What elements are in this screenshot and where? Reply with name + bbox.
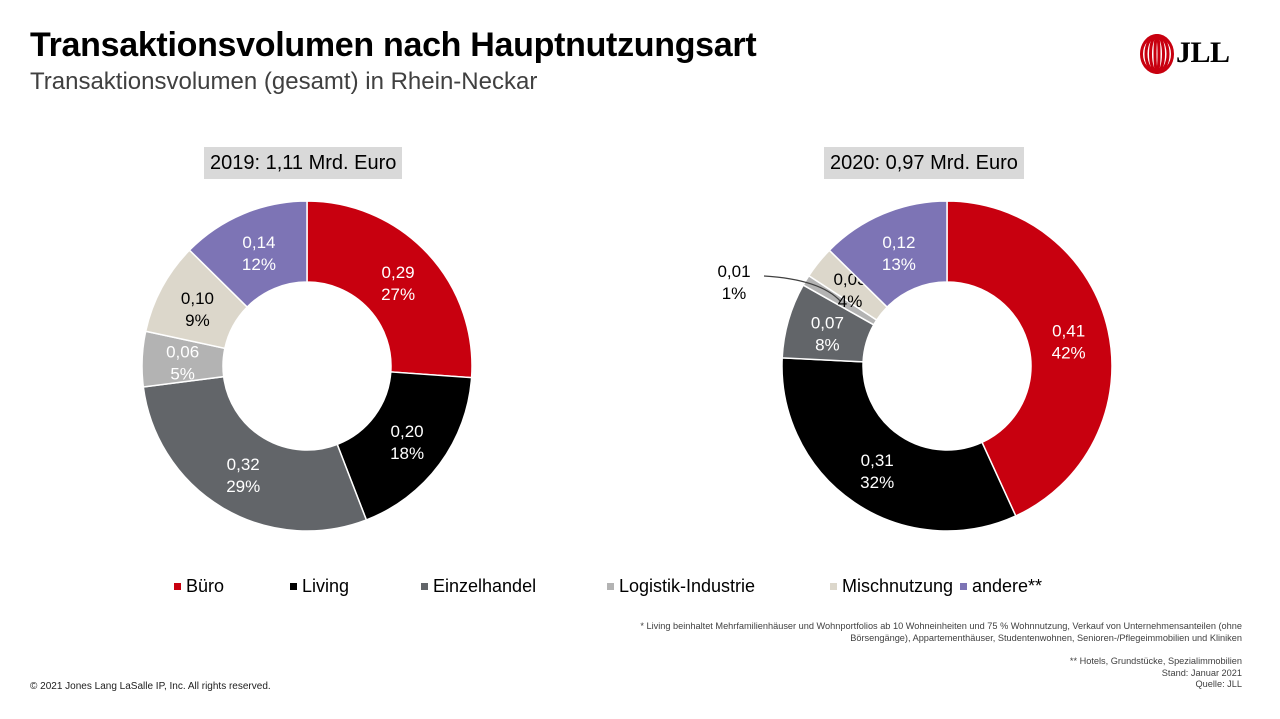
chart-2020-value-label-buero: 0,41: [1052, 321, 1085, 340]
legend-item-buero: Büro: [174, 576, 224, 597]
jll-logo-text: JLL: [1176, 36, 1230, 69]
chart-2019-percent-label-logistik-industrie: 5%: [170, 365, 195, 384]
footnote-living: * Living beinhaltet Mehrfamilienhäuser u…: [640, 621, 1242, 644]
legend-item-mischnutzung: Mischnutzung: [830, 576, 953, 597]
chart-2020-percent-label-einzelhandel: 8%: [815, 335, 840, 354]
chart-2019-percent-label-einzelhandel: 29%: [226, 477, 260, 496]
legend-item-logistik-industrie: Logistik-Industrie: [607, 576, 755, 597]
footnote-stand: Stand: Januar 2021: [1161, 667, 1242, 678]
chart-2019-value-label-buero: 0,29: [382, 263, 415, 282]
chart-2019-slice-buero: [306, 200, 473, 379]
chart-2019-value-label-living: 0,20: [391, 422, 424, 441]
footnote-living-line2: Börsengänge), Appartementhäuser, Student…: [850, 632, 1242, 643]
page-title: Transaktionsvolumen nach Hauptnutzungsar…: [30, 26, 757, 64]
footnote-quelle: Quelle: JLL: [1195, 679, 1242, 689]
legend-swatch-living: [290, 583, 297, 590]
chart-2019-title: 2019: 1,11 Mrd. Euro: [204, 147, 403, 179]
chart-2020-value-label-living: 0,31: [861, 451, 894, 470]
legend-label-mischnutzung: Mischnutzung: [842, 576, 954, 596]
footnote-other: ** Hotels, Grundstücke, Spezialimmobilie…: [1069, 656, 1242, 666]
legend-swatch-andere: [960, 583, 967, 590]
chart-2020-percent-label-buero: 42%: [1052, 343, 1086, 362]
legend-label-buero: Büro: [186, 576, 225, 596]
chart-2020-percent-label-andere: 13%: [882, 255, 916, 274]
chart-2020-title: 2020: 0,97 Mrd. Euro: [824, 147, 1024, 179]
chart-2019-percent-label-mischnutzung: 9%: [185, 311, 210, 330]
legend-item-andere: andere**: [960, 576, 1042, 597]
chart-2019-percent-label-living: 18%: [390, 444, 424, 463]
chart-2020-value-label-einzelhandel: 0,07: [811, 313, 844, 332]
legend-label-einzelhandel: Einzelhandel: [433, 576, 537, 596]
chart-2019-value-label-mischnutzung: 0,10: [181, 289, 214, 308]
footnote-sources: ** Hotels, Grundstücke, Spezialimmobilie…: [1070, 656, 1242, 691]
chart-2019-percent-label-andere: 12%: [242, 255, 276, 274]
chart-2020-slice-andere: [828, 200, 948, 309]
legend-swatch-mischnutzung: [830, 583, 837, 590]
jll-logo-mark-icon: [1140, 34, 1174, 74]
page-subtitle: Transaktionsvolumen (gesamt) in Rhein-Ne…: [30, 68, 538, 95]
chart-2020-slice-living: [781, 357, 1017, 532]
chart-2019-slice-living: [336, 371, 473, 521]
chart-2019-value-label-andere: 0,14: [242, 233, 275, 252]
chart-2020-value-label-logistik-industrie: 0,01: [717, 262, 750, 281]
chart-2020-percent-label-mischnutzung: 4%: [838, 292, 863, 311]
chart-2020-percent-label-living: 32%: [860, 473, 894, 492]
chart-2020-value-label-andere: 0,12: [882, 233, 915, 252]
chart-legend: Büro Living Einzelhandel Logistik-Industrie…: [0, 576, 1280, 604]
copyright-notice: © 2021 Jones Lang LaSalle IP, Inc. All r…: [30, 681, 271, 692]
legend-label-andere: andere**: [972, 576, 1043, 596]
legend-label-logistik-industrie: Logistik-Industrie: [619, 576, 756, 596]
legend-item-einzelhandel: Einzelhandel: [421, 576, 536, 597]
legend-swatch-buero: [174, 583, 181, 590]
legend-item-living: Living: [290, 576, 349, 597]
chart-2019-value-label-logistik-industrie: 0,06: [166, 343, 199, 362]
jll-logo: JLL: [1140, 34, 1250, 74]
donut-chart-2019: 0,29 27% 0,20 18% 0,32 29% 0,06 5% 0,10 9% 0,14 12%: [141, 200, 473, 532]
chart-2020-leader-line-logistik-industrie: [763, 275, 842, 302]
legend-swatch-logistik-industrie: [607, 583, 614, 590]
chart-2020-slice-buero: [946, 200, 1113, 517]
chart-2019-slice-einzelhandel: [142, 375, 368, 532]
chart-2019-percent-label-buero: 27%: [381, 285, 415, 304]
legend-label-living: Living: [302, 576, 350, 596]
footnote-living-line1: * Living beinhaltet Mehrfamilienhäuser u…: [640, 621, 1242, 631]
chart-2020-percent-label-logistik-industrie: 1%: [722, 284, 747, 303]
chart-2019-value-label-einzelhandel: 0,32: [227, 455, 260, 474]
chart-2019-slice-andere: [188, 200, 308, 309]
legend-swatch-einzelhandel: [421, 583, 428, 590]
